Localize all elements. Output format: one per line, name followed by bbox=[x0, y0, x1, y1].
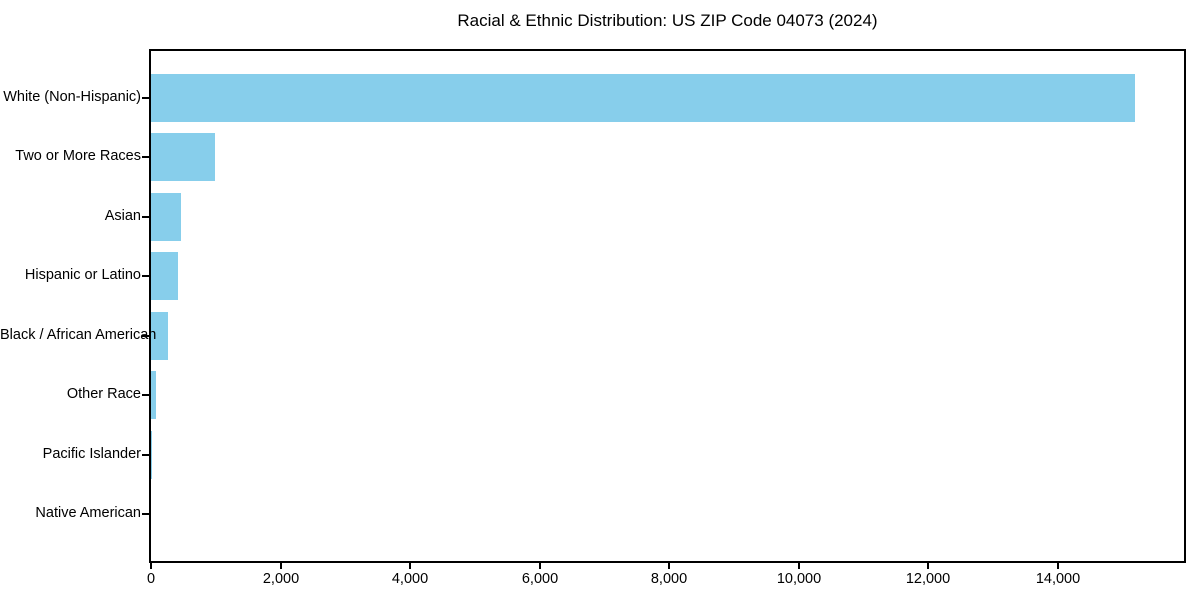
x-axis-tick bbox=[280, 563, 282, 569]
y-axis-tick bbox=[142, 454, 149, 456]
x-axis-label: 4,000 bbox=[391, 571, 429, 587]
y-axis-tick bbox=[142, 394, 149, 396]
bar-hispanic-or-latino bbox=[151, 252, 178, 301]
y-axis-label: White (Non-Hispanic) bbox=[3, 89, 141, 105]
x-axis-tick bbox=[927, 563, 929, 569]
x-axis-tick bbox=[1057, 563, 1059, 569]
y-axis-label: Black / African American bbox=[0, 327, 157, 343]
x-axis-tick bbox=[539, 563, 541, 569]
bar-two-or-more-races bbox=[151, 133, 215, 182]
x-axis-label: 2,000 bbox=[262, 571, 300, 587]
x-axis-label: 0 bbox=[146, 571, 156, 587]
y-axis-label: Other Race bbox=[66, 386, 141, 402]
y-axis-tick bbox=[142, 275, 149, 277]
y-axis-tick bbox=[142, 216, 149, 218]
x-axis-tick bbox=[409, 563, 411, 569]
x-axis-tick bbox=[798, 563, 800, 569]
chart-title: Racial & Ethnic Distribution: US ZIP Cod… bbox=[457, 11, 878, 30]
x-axis-tick bbox=[150, 563, 152, 569]
y-axis-label: Two or More Races bbox=[15, 148, 141, 164]
y-axis-label: Pacific Islander bbox=[42, 446, 141, 462]
x-axis-label: 14,000 bbox=[1035, 571, 1081, 587]
y-axis-tick bbox=[142, 97, 149, 99]
x-axis-label: 6,000 bbox=[521, 571, 559, 587]
bar-white-non-hispanic bbox=[151, 73, 1135, 122]
y-axis-label: Native American bbox=[35, 505, 141, 521]
bar-other-race bbox=[151, 371, 156, 420]
bar-asian bbox=[151, 192, 181, 241]
bar-pacific-islander bbox=[151, 430, 152, 479]
y-axis-label: Hispanic or Latino bbox=[24, 267, 141, 283]
x-axis-label: 12,000 bbox=[905, 571, 951, 587]
y-axis-tick bbox=[142, 156, 149, 158]
y-axis-tick bbox=[142, 513, 149, 515]
x-axis-label: 10,000 bbox=[776, 571, 822, 587]
y-axis-tick bbox=[142, 335, 149, 337]
plot-area bbox=[149, 49, 1186, 563]
x-axis-label: 8,000 bbox=[650, 571, 688, 587]
bar-black-african-american bbox=[151, 311, 168, 360]
y-axis-label: Asian bbox=[104, 208, 141, 224]
x-axis-tick bbox=[668, 563, 670, 569]
